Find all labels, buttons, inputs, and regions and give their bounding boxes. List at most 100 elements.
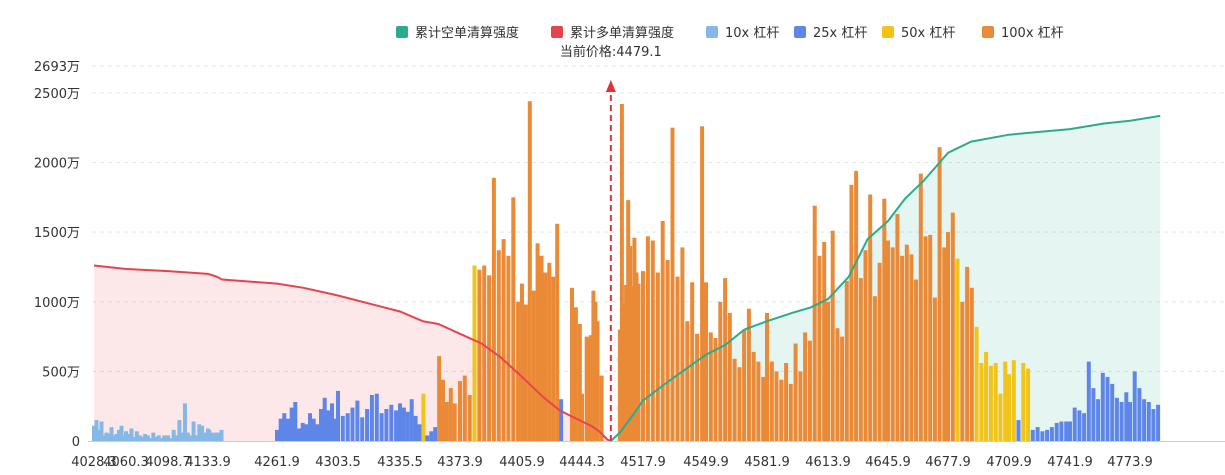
- liquidation-bar-10x: [145, 435, 150, 441]
- liquidation-bar-100x: [946, 232, 950, 441]
- liquidation-bar-25x: [369, 395, 374, 441]
- liquidation-bar-10x: [200, 425, 205, 441]
- liquidation-bar-10x: [124, 431, 128, 441]
- liquidation-bar-100x: [928, 234, 933, 441]
- liquidation-bar-10x: [202, 432, 207, 441]
- liquidation-bar-100x: [965, 266, 970, 441]
- liquidation-bar-100x: [462, 375, 467, 441]
- liquidation-bar-100x: [817, 255, 822, 441]
- liquidation-bar-100x: [942, 247, 947, 441]
- liquidation-bar-25x: [413, 415, 418, 441]
- liquidation-bar-100x: [527, 101, 532, 441]
- y-tick-label: 1000万: [34, 296, 80, 311]
- liquidation-bar-10x: [148, 438, 153, 441]
- liquidation-bar-25x: [315, 424, 320, 441]
- liquidation-bar-100x: [858, 278, 863, 441]
- liquidation-bar-100x: [830, 230, 835, 441]
- liquidation-bar-25x: [433, 427, 438, 441]
- liquidation-bar-100x: [950, 212, 955, 441]
- liquidation-bar-100x: [918, 173, 923, 441]
- liquidation-bar-100x: [586, 338, 591, 441]
- liquidation-bar-50x: [1021, 363, 1026, 441]
- x-tick-label: 4133.9: [185, 455, 231, 470]
- long-cumulative-line: [93, 264, 612, 442]
- liquidation-bar-100x: [784, 363, 789, 441]
- liquidation-bar-100x: [570, 287, 574, 441]
- liquidation-bar-100x: [695, 333, 700, 441]
- liquidation-bar-100x: [826, 301, 830, 441]
- liquidation-bar-100x: [718, 301, 723, 441]
- liquidation-bar-100x: [516, 301, 521, 441]
- liquidation-bar-25x: [1110, 383, 1115, 441]
- liquidation-bar-100x: [788, 383, 793, 441]
- liquidation-bar-100x: [812, 205, 817, 441]
- liquidation-bar-25x: [384, 409, 389, 441]
- liquidation-bar-100x: [670, 127, 675, 441]
- liquidation-bar-100x: [630, 286, 635, 441]
- liquidation-bar-100x: [523, 304, 528, 441]
- liquidation-bar-10x: [156, 435, 161, 441]
- liquidation-bar-100x: [723, 278, 728, 441]
- liquidation-bar-25x: [293, 402, 298, 441]
- liquidation-bar-25x: [326, 410, 331, 441]
- x-tick-label: 4335.5: [377, 455, 423, 470]
- liquidation-bar-50x: [988, 365, 993, 441]
- liquidation-bar-100x: [700, 126, 705, 442]
- liquidation-bar-25x: [322, 397, 327, 441]
- liquidation-bar-25x: [1151, 409, 1156, 441]
- liquidation-bar-25x: [355, 400, 360, 441]
- liquidation-bar-100x: [909, 254, 914, 441]
- liquidation-bar-100x: [746, 308, 751, 441]
- liquidation-bar-25x: [275, 429, 279, 441]
- liquidation-bar-100x: [619, 104, 624, 441]
- legend-swatch: [551, 26, 563, 38]
- liquidation-bar-100x: [665, 260, 670, 441]
- x-tick-label: 4028.3: [71, 455, 117, 470]
- liquidation-bar-100x: [543, 272, 548, 441]
- liquidation-bar-100x: [444, 402, 449, 441]
- liquidation-bar-100x: [960, 301, 965, 441]
- liquidation-bar-100x: [599, 375, 604, 441]
- liquidation-bar-100x: [448, 388, 453, 441]
- liquidation-bar-100x: [877, 262, 882, 441]
- liquidation-bar-10x: [119, 425, 124, 441]
- liquidation-bar-100x: [437, 356, 442, 441]
- liquidation-bar-100x: [690, 282, 695, 441]
- liquidation-bar-10x: [197, 424, 202, 441]
- liquidation-bar-25x: [374, 393, 379, 441]
- liquidation-bar-10x: [126, 434, 131, 441]
- liquidation-bar-25x: [1077, 410, 1082, 441]
- liquidation-bar-25x: [1146, 402, 1151, 441]
- liquidation-bar-100x: [751, 351, 756, 441]
- liquidation-bar-25x: [1105, 376, 1110, 441]
- liquidation-bar-25x: [1072, 407, 1077, 441]
- liquidation-bar-25x: [425, 435, 430, 441]
- liquidation-bar-25x: [345, 413, 350, 441]
- legend-label: 100x 杠杆: [1001, 25, 1064, 41]
- y-tick-label: 500万: [42, 365, 80, 380]
- liquidation-bar-25x: [333, 418, 338, 441]
- liquidation-bar-100x: [595, 321, 600, 441]
- liquidation-bar-25x: [409, 399, 414, 441]
- liquidation-bar-100x: [660, 221, 665, 441]
- liquidation-bar-25x: [365, 409, 370, 441]
- liquidation-bar-25x: [1119, 402, 1124, 441]
- liquidation-bar-100x: [882, 198, 887, 441]
- x-tick-label: 4060.3: [103, 455, 149, 470]
- x-tick-label: 4677.9: [925, 455, 971, 470]
- liquidation-bar-100x: [969, 287, 974, 441]
- liquidation-bar-25x: [278, 418, 283, 441]
- liquidation-bar-50x: [421, 393, 426, 441]
- long-cumulative-area: [94, 265, 611, 441]
- liquidation-bar-10x: [171, 429, 176, 441]
- liquidation-bar-25x: [1016, 420, 1021, 441]
- liquidation-bar-100x: [844, 280, 849, 441]
- liquidation-bar-100x: [588, 335, 593, 441]
- liquidation-bar-100x: [742, 329, 747, 441]
- liquidation-bar-100x: [713, 338, 718, 441]
- liquidation-bar-50x: [1007, 374, 1011, 441]
- x-tick-label: 4517.9: [620, 455, 666, 470]
- liquidation-bar-100x: [793, 343, 798, 441]
- liquidation-bar-100x: [539, 255, 544, 441]
- liquidation-bar-100x: [803, 332, 808, 441]
